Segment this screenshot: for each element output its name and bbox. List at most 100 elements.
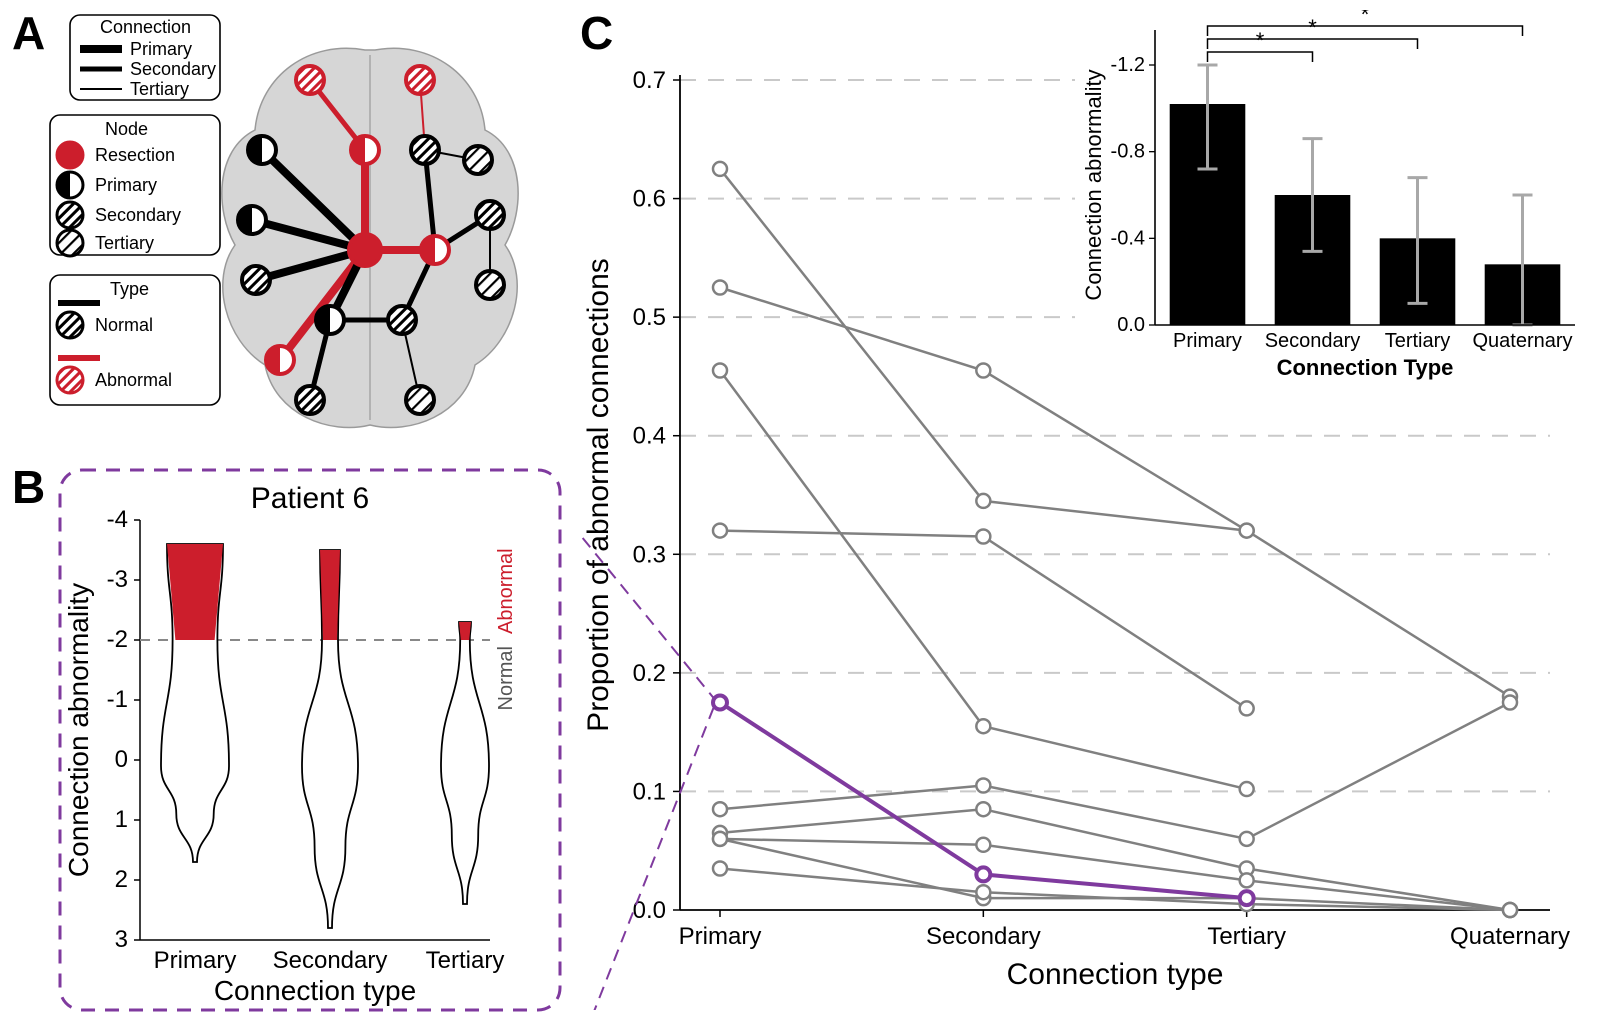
panel-b-ytick: 3: [115, 926, 128, 953]
brain-node: [476, 201, 504, 229]
panel-b-ytick: -1: [107, 686, 128, 713]
label-abnormal: Abnormal: [495, 548, 517, 634]
panel-d-ytick: -1.2: [1111, 54, 1145, 76]
legend-node-item-3: Tertiary: [57, 230, 154, 256]
sig-star: *: [1256, 28, 1265, 53]
panel-d-ytick: -0.8: [1111, 141, 1145, 163]
panel-c-ytick: 0.3: [633, 541, 666, 568]
legend-type: Type Normal Abnormal: [50, 275, 220, 405]
brain-node: [296, 66, 324, 94]
panel-c-ytick: 0.6: [633, 186, 666, 213]
brain-node: [316, 306, 344, 334]
series-marker: [1503, 696, 1517, 710]
svg-text:Primary: Primary: [95, 175, 157, 195]
label-normal: Normal: [495, 646, 517, 710]
brain-node: [406, 386, 434, 414]
series-marker: [976, 838, 990, 852]
svg-text:Tertiary: Tertiary: [130, 79, 189, 99]
panel-b-ytick: 0: [115, 746, 128, 773]
panel-b-title: Patient 6: [251, 482, 369, 515]
legend-node-item-0: Resection: [57, 142, 175, 168]
panel-b: Patient 6-4-3-2-10123PrimarySecondaryTer…: [10, 460, 570, 1020]
legend-node: Node Resection Primary Secondary Tertiar…: [50, 115, 220, 256]
series-marker: [1240, 832, 1254, 846]
series-marker: [1240, 891, 1254, 905]
panel-d-cat: Secondary: [1265, 330, 1361, 352]
panel-c-ytick: 0.7: [633, 67, 666, 94]
series-marker: [1240, 701, 1254, 715]
series-marker: [713, 832, 727, 846]
series-marker: [976, 494, 990, 508]
panel-c-ytick: 0.2: [633, 660, 666, 687]
series-marker: [713, 281, 727, 295]
violin-outline: [441, 622, 489, 904]
legend-type-title: Type: [110, 279, 149, 299]
series-marker: [976, 802, 990, 816]
panel-d-cat: Primary: [1173, 330, 1242, 352]
panel-d-ylabel: Connection abnormality: [1081, 69, 1106, 300]
series-line: [720, 703, 1510, 839]
series-marker: [976, 885, 990, 899]
panel-c-xlabel: Connection type: [1007, 958, 1224, 991]
panel-d-cat: Quaternary: [1472, 330, 1572, 352]
panel-b-cat: Tertiary: [426, 947, 505, 974]
svg-text:Tertiary: Tertiary: [95, 233, 154, 253]
panel-b-ytick: -3: [107, 566, 128, 593]
series-marker: [1240, 782, 1254, 796]
series-marker: [976, 530, 990, 544]
series-marker: [713, 364, 727, 378]
panel-c-ytick: 0.4: [633, 423, 666, 450]
brain-node: [464, 146, 492, 174]
series-marker: [1240, 524, 1254, 538]
brain-node: [421, 236, 449, 264]
svg-text:Normal: Normal: [95, 315, 153, 335]
panel-d-cat: Tertiary: [1385, 330, 1451, 352]
series-marker: [976, 364, 990, 378]
panel-b-cat: Secondary: [273, 947, 388, 974]
violin-cap: [459, 622, 471, 640]
panel-a: Connection Primary Secondary Tertiary No…: [10, 10, 570, 450]
panel-c-cat: Primary: [679, 923, 762, 950]
svg-text:Abnormal: Abnormal: [95, 370, 172, 390]
legend-connection-title: Connection: [100, 17, 191, 37]
panel-b-ylabel: Connection abnormality: [63, 583, 94, 877]
legend-connection: Connection Primary Secondary Tertiary: [70, 15, 220, 100]
brain-node: [238, 206, 266, 234]
series-marker: [976, 779, 990, 793]
panel-b-ytick: -2: [107, 626, 128, 653]
legend-node-item-2: Secondary: [57, 202, 181, 228]
series-marker: [713, 696, 727, 710]
panel-c-cat: Tertiary: [1207, 923, 1286, 950]
violin-cap: [167, 544, 223, 640]
brain-node: [411, 136, 439, 164]
svg-text:Secondary: Secondary: [130, 59, 216, 79]
sig-star: *: [1308, 15, 1317, 40]
panel-d-ytick: 0.0: [1117, 314, 1145, 336]
panel-b-cat: Primary: [154, 947, 237, 974]
brain-node: [266, 346, 294, 374]
series-marker: [713, 524, 727, 538]
violin-cap: [320, 550, 340, 640]
panel-c-cat: Secondary: [926, 923, 1041, 950]
series-marker: [713, 162, 727, 176]
panel-c-ytick: 0.1: [633, 778, 666, 805]
legend-node-title: Node: [105, 119, 148, 139]
panel-d-ytick: -0.4: [1111, 227, 1145, 249]
series-marker: [1240, 873, 1254, 887]
panel-c-ylabel: Proportion of abnormal connections: [582, 258, 615, 732]
brain-diagram: [222, 48, 518, 427]
brain-node: [296, 386, 324, 414]
sig-star: *: [1361, 10, 1370, 27]
connector-line: [580, 707, 714, 1011]
panel-b-ytick: 1: [115, 806, 128, 833]
brain-node: [406, 66, 434, 94]
brain-node: [248, 136, 276, 164]
brain-node: [351, 136, 379, 164]
svg-text:Primary: Primary: [130, 39, 192, 59]
series-marker: [1503, 903, 1517, 917]
series-marker: [713, 862, 727, 876]
legend-node-item-1: Primary: [57, 172, 157, 198]
brain-node: [349, 234, 381, 266]
figure-root: A B C D Connection Primary: [0, 0, 1600, 1020]
panel-d: 0.0 -0.4 -0.8 -1.2 Primary Secondary Tertiary Q…: [1075, 10, 1595, 400]
